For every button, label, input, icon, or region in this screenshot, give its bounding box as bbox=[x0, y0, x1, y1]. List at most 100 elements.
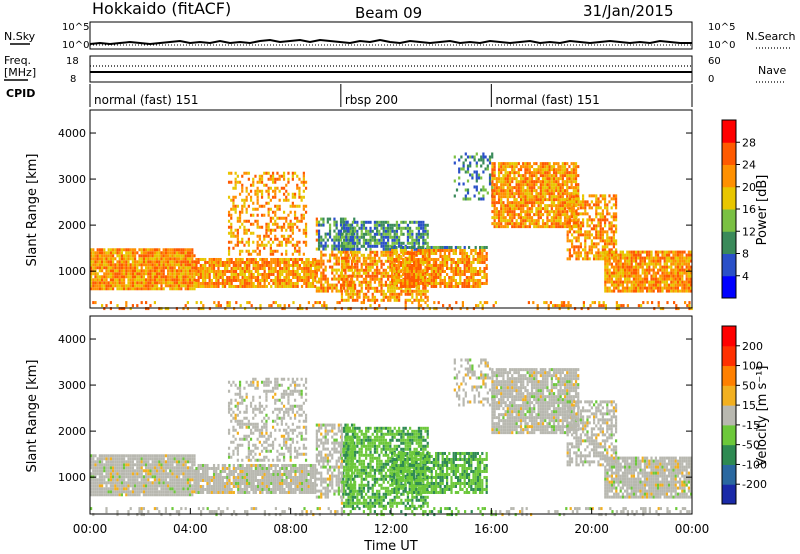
radar-cell bbox=[599, 215, 602, 219]
radar-cell bbox=[276, 216, 279, 220]
radar-cell bbox=[365, 286, 368, 290]
radar-cell bbox=[129, 269, 132, 273]
radar-cell bbox=[271, 252, 275, 256]
radar-cell bbox=[526, 213, 529, 217]
radar-cell bbox=[646, 289, 649, 293]
radar-cell bbox=[156, 251, 159, 255]
radar-cell bbox=[280, 252, 283, 256]
radar-cell bbox=[107, 275, 110, 279]
radar-cell bbox=[134, 257, 137, 261]
radar-cell bbox=[417, 289, 421, 293]
radar-cell bbox=[544, 162, 547, 166]
radar-cell bbox=[646, 280, 649, 284]
radar-cell bbox=[261, 275, 264, 279]
radar-cell bbox=[156, 272, 159, 276]
radar-cell bbox=[94, 257, 97, 261]
radar-cell bbox=[480, 188, 483, 192]
radar-cell bbox=[252, 284, 255, 288]
radar-cell bbox=[94, 478, 97, 482]
radar-cell bbox=[641, 280, 644, 284]
radar-cell bbox=[131, 257, 134, 261]
radar-cell bbox=[331, 253, 334, 257]
radar-cell bbox=[160, 272, 163, 276]
radar-cell bbox=[169, 266, 172, 270]
radar-cell bbox=[256, 266, 260, 270]
radar-cell bbox=[481, 307, 484, 311]
radar-cell bbox=[502, 168, 505, 172]
radar-cell bbox=[322, 259, 325, 263]
radar-cell bbox=[641, 250, 644, 254]
radar-cell bbox=[360, 220, 363, 224]
radar-cell bbox=[630, 259, 633, 263]
radar-cell bbox=[567, 304, 570, 308]
radar-cell bbox=[466, 167, 470, 171]
radar-cell bbox=[659, 265, 662, 269]
radar-cell bbox=[491, 216, 494, 220]
radar-cell bbox=[109, 263, 112, 267]
radar-cell bbox=[595, 242, 598, 246]
radar-cell bbox=[470, 272, 473, 276]
radar-cell bbox=[441, 266, 444, 270]
radar-cell bbox=[175, 260, 178, 264]
radar-cell bbox=[92, 460, 95, 464]
radar-cell bbox=[515, 189, 518, 193]
radar-cell bbox=[410, 248, 413, 252]
radar-cell bbox=[654, 277, 658, 281]
radar-cell bbox=[90, 278, 93, 282]
radar-cell bbox=[555, 177, 558, 181]
radar-cell bbox=[265, 257, 268, 261]
radar-cell bbox=[443, 251, 446, 255]
radar-cell bbox=[615, 265, 618, 269]
radar-cell bbox=[433, 307, 436, 311]
radar-cell bbox=[672, 274, 675, 278]
radar-cell bbox=[227, 231, 231, 235]
radar-cell bbox=[579, 254, 582, 258]
radar-cell bbox=[619, 277, 622, 281]
radar-cell bbox=[331, 289, 334, 293]
radar-cell bbox=[483, 260, 486, 264]
radar-cell bbox=[417, 286, 421, 290]
radar-cell bbox=[690, 268, 693, 272]
radar-cell bbox=[524, 195, 527, 199]
radar-cell bbox=[590, 194, 593, 198]
radar-cell bbox=[285, 263, 288, 267]
radar-cell bbox=[610, 253, 614, 257]
radar-cell bbox=[280, 216, 283, 220]
radar-cell bbox=[267, 269, 271, 273]
radar-cell bbox=[201, 257, 205, 261]
radar-cell bbox=[145, 278, 148, 282]
radar-cell bbox=[367, 280, 370, 284]
radar-cell bbox=[469, 173, 472, 177]
radar-cell bbox=[129, 307, 132, 311]
radar-cell bbox=[453, 161, 456, 165]
radar-cell bbox=[488, 176, 492, 180]
radar-cell bbox=[426, 257, 429, 261]
radar-cell bbox=[574, 171, 578, 175]
radar-cell bbox=[167, 248, 170, 252]
radar-cell bbox=[463, 260, 466, 264]
radar-cell bbox=[362, 277, 366, 281]
radar-cell bbox=[610, 221, 613, 225]
radar-cell bbox=[256, 240, 259, 244]
radar-cell bbox=[162, 269, 165, 273]
radar-cell bbox=[590, 233, 593, 237]
radar-cell bbox=[340, 289, 344, 293]
radar-cell bbox=[615, 253, 618, 257]
radar-cell bbox=[92, 457, 95, 461]
radar-cell bbox=[550, 216, 553, 220]
radar-cell bbox=[568, 203, 571, 207]
radar-cell bbox=[635, 256, 638, 260]
radar-cell bbox=[362, 244, 366, 248]
radar-cell bbox=[420, 277, 423, 281]
radar-cell bbox=[557, 189, 560, 193]
radar-cell bbox=[599, 236, 602, 240]
radar-cell bbox=[400, 250, 403, 254]
radar-cell bbox=[227, 249, 231, 253]
radar-cell bbox=[129, 278, 132, 282]
radar-cell bbox=[131, 278, 134, 282]
radar-cell bbox=[566, 206, 569, 210]
radar-cell bbox=[603, 239, 607, 243]
radar-cell bbox=[339, 253, 343, 257]
radar-cell bbox=[96, 484, 99, 488]
radar-cell bbox=[615, 268, 618, 272]
